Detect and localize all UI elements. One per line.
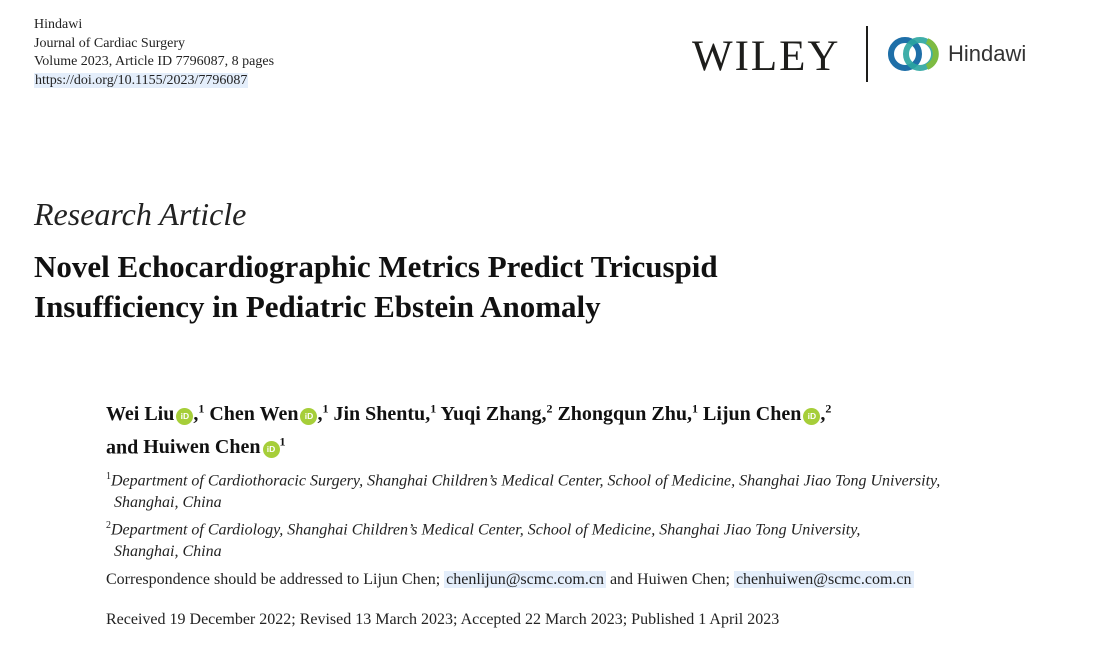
orcid-icon[interactable]: iD (176, 407, 194, 425)
author-affiliation-number: 1 (279, 434, 286, 449)
author-name: Chen Wen (209, 402, 299, 425)
author-name: Zhongqun Zhu (557, 402, 687, 425)
correspondence-middle: and Huiwen Chen; (609, 571, 730, 588)
email-link-chenlijun[interactable]: chenlijun@scmc.com.cn (444, 571, 606, 588)
author-affiliation-number: 1 (198, 401, 205, 415)
affiliation-location: Shanghai, China (114, 543, 222, 561)
publisher-logos: WILEY Hindawi (690, 24, 1070, 84)
affiliation-number: 1 (106, 471, 111, 482)
wiley-logo: WILEY (692, 33, 841, 80)
author-name: Huiwen Chen (143, 436, 261, 459)
author-name: Lijun Chen (703, 402, 802, 425)
author-separator: , (317, 402, 323, 425)
author: Zhongqun Zhu,1 (557, 401, 698, 425)
hindawi-logo-text: Hindawi (948, 41, 1027, 66)
author-list: Wei Liu iD ,1 Chen Wen iD ,1 Jin Shentu,1 Yu… (106, 394, 1066, 461)
orcid-icon[interactable]: iD (803, 407, 821, 425)
author-name: Yuqi Zhang (440, 402, 542, 425)
author-affiliation-number: 2 (825, 401, 832, 415)
author-separator: , (541, 402, 547, 425)
author: Yuqi Zhang,2 (440, 401, 553, 425)
email-link-chenhuiwen[interactable]: chenhuiwen@scmc.com.cn (733, 571, 914, 588)
volume-info: Volume 2023, Article ID 7796087, 8 pages (34, 54, 275, 69)
author-name: Wei Liu (106, 402, 175, 425)
author: Lijun Chen iD ,2 (703, 401, 832, 425)
orcid-icon[interactable]: iD (300, 407, 318, 425)
affiliation-1: 1Department of Cardiothoracic Surgery, S… (106, 466, 1056, 513)
author-name: Jin Shentu (333, 402, 426, 425)
publisher-name: Hindawi (34, 17, 83, 32)
correspondence: Correspondence should be addressed to Li… (106, 571, 914, 589)
author: Wei Liu iD ,1 (106, 401, 205, 425)
author-affiliation-number: 1 (692, 401, 698, 415)
correspondence-prefix: Correspondence should be addressed to Li… (106, 571, 441, 588)
author-separator: , (687, 402, 692, 425)
hindawi-logo-icon (888, 37, 939, 71)
author-affiliation-number: 1 (430, 401, 437, 415)
article-title: Novel Echocardiographic Metrics Predict … (34, 247, 934, 327)
author: Jin Shentu,1 (333, 401, 437, 425)
author-separator: , (425, 402, 431, 425)
author-affiliation-number: 1 (322, 401, 329, 415)
affiliation-2: 2Department of Cardiology, Shanghai Chil… (106, 515, 1056, 562)
author: Chen Wen iD ,1 (209, 401, 329, 425)
journal-header: Hindawi Journal of Cardiac Surgery Volum… (34, 16, 274, 90)
affiliation-text: Department of Cardiology, Shanghai Child… (111, 521, 861, 539)
author-affiliation-number: 2 (546, 401, 553, 415)
author-separator: , (193, 402, 199, 425)
author: Huiwen Chen iD1 (143, 434, 286, 459)
orcid-icon[interactable]: iD (262, 441, 280, 459)
affiliations: 1Department of Cardiothoracic Surgery, S… (106, 466, 1056, 565)
title-line-2: Insufficiency in Pediatric Ebstein Anoma… (34, 289, 601, 324)
author-separator: , (820, 402, 826, 425)
logo-divider (866, 26, 868, 82)
doi-link[interactable]: https://doi.org/10.1155/2023/7796087 (34, 72, 249, 88)
title-line-1: Novel Echocardiographic Metrics Predict … (34, 249, 718, 284)
author-conjunction: and (106, 436, 144, 459)
affiliation-text: Department of Cardiothoracic Surgery, Sh… (111, 472, 941, 490)
publication-dates: Received 19 December 2022; Revised 13 Ma… (106, 611, 780, 628)
journal-name: Journal of Cardiac Surgery (34, 35, 185, 51)
affiliation-number: 2 (106, 520, 111, 532)
affiliation-location: Shanghai, China (114, 493, 222, 511)
article-type: Research Article (34, 196, 247, 232)
